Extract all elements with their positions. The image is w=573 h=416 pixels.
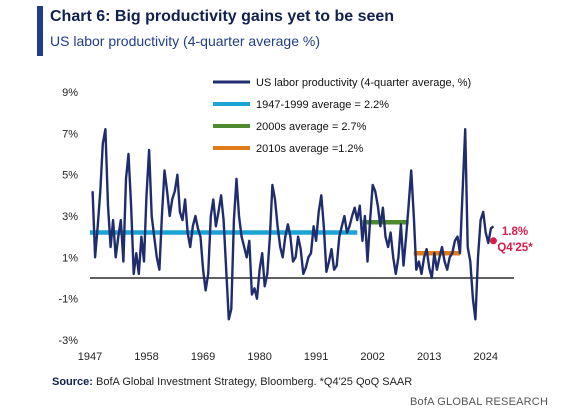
y-tick-label: 1% <box>62 252 78 264</box>
source-label: Source: <box>52 376 93 388</box>
x-tick-label: 1991 <box>304 351 328 363</box>
chart-title: Chart 6: Big productivity gains yet to b… <box>50 8 395 25</box>
y-tick-label: 3% <box>62 211 78 223</box>
source-text: BofA Global Investment Strategy, Bloombe… <box>96 376 413 388</box>
legend-label: US labor productivity (4-quarter average… <box>256 77 471 89</box>
legend-label: 2000s average = 2.7% <box>256 121 367 133</box>
annotation-period: Q4'25* <box>497 242 533 254</box>
x-tick-label: 1980 <box>247 351 271 363</box>
annotations: 1.8% Q4'25* <box>489 226 533 254</box>
latest-point-marker <box>489 237 497 245</box>
y-tick-label: -1% <box>58 294 78 306</box>
legend-label: 1947-1999 average = 2.2% <box>256 99 389 111</box>
x-tick-label: 1969 <box>191 351 215 363</box>
y-tick-label: 7% <box>62 128 78 140</box>
x-tick-label: 2002 <box>360 351 384 363</box>
legend-label: 2010s average =1.2% <box>256 143 364 155</box>
y-tick-label: 9% <box>62 87 78 99</box>
x-axis: 1947 1958 1969 1980 1991 2002 2013 2024 <box>78 351 498 363</box>
brand-label: BofA GLOBAL RESEARCH <box>410 396 549 408</box>
title-accent-bar <box>37 6 43 56</box>
series-line-us-labor-productivity <box>91 127 495 321</box>
y-axis: -3% -1% 1% 3% 5% 7% 9% <box>58 87 78 347</box>
x-tick-label: 2024 <box>473 351 497 363</box>
legend: US labor productivity (4-quarter average… <box>213 77 471 155</box>
source-note: Source: BofA Global Investment Strategy,… <box>52 376 412 388</box>
annotation-value: 1.8% <box>502 226 528 238</box>
x-tick-label: 1947 <box>78 351 102 363</box>
productivity-chart: -3% -1% 1% 3% 5% 7% 9% 1947 1958 1969 1980 1991 200… <box>58 77 533 363</box>
y-tick-label: -3% <box>58 335 78 347</box>
x-tick-label: 2013 <box>417 351 441 363</box>
y-tick-label: 5% <box>62 170 78 182</box>
x-tick-label: 1958 <box>134 351 158 363</box>
chart-subtitle: US labor productivity (4-quarter average… <box>50 33 321 49</box>
